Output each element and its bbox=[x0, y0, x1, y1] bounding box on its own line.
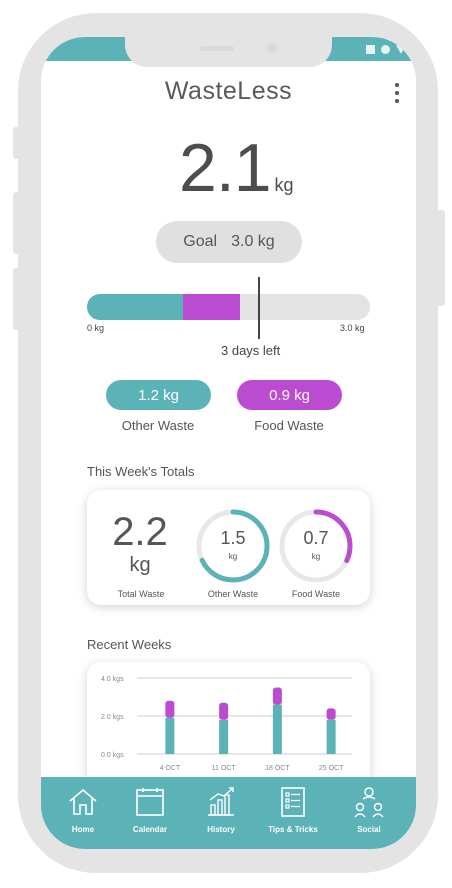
other-waste-caption: Other Waste bbox=[121, 418, 195, 433]
other-waste-pill[interactable]: 1.2 kg bbox=[106, 380, 211, 410]
bar-other-waste bbox=[272, 704, 282, 754]
bar-food-waste bbox=[165, 700, 175, 718]
nav-history-label: History bbox=[207, 825, 235, 834]
recent-weeks-chart: 4.0 kgs 2.0 kgs 0.0 kgs 4 OCT 11 OCT 18 OCT 25… bbox=[101, 676, 352, 772]
food-ring-value: 0.7 bbox=[303, 528, 329, 548]
progress-max-label: 3.0 kg bbox=[340, 323, 365, 333]
more-options-icon[interactable] bbox=[394, 83, 400, 103]
nav-tips-label: Tips & Tricks bbox=[268, 825, 318, 834]
days-left-text: 3 days left bbox=[221, 343, 281, 358]
progress-marker bbox=[258, 277, 260, 339]
status-icons bbox=[366, 43, 406, 55]
bar-other-waste bbox=[219, 719, 229, 754]
other-ring-fill bbox=[196, 509, 270, 583]
food-waste-ring: 0.7 kg bbox=[276, 506, 356, 586]
current-waste: 2.1 kg bbox=[179, 132, 294, 202]
signal-icon bbox=[366, 44, 375, 54]
food-ring-unit: kg bbox=[311, 552, 321, 561]
week-total-unit: kg bbox=[129, 554, 151, 576]
tips-icon bbox=[281, 787, 305, 817]
power-button bbox=[437, 210, 445, 306]
food-waste-caption: Food Waste bbox=[254, 418, 324, 433]
current-waste-value: 2.1 bbox=[179, 130, 272, 206]
chart-x-tick: 4 OCT bbox=[160, 765, 181, 772]
other-ring-unit: kg bbox=[228, 552, 238, 561]
progress-food-segment bbox=[183, 294, 240, 320]
mute-switch bbox=[13, 127, 21, 159]
nav-social-label: Social bbox=[357, 825, 381, 834]
social-icon bbox=[354, 787, 384, 818]
other-ring-value: 1.5 bbox=[220, 528, 246, 548]
volume-down-button bbox=[13, 268, 21, 330]
food-ring-caption: Food Waste bbox=[291, 589, 341, 599]
chart-x-tick: 18 OCT bbox=[265, 765, 290, 772]
week-totals-card[interactable]: 2.2 kg Total Waste 1.5 kg Other Waste 0.… bbox=[87, 490, 370, 605]
nav-tips[interactable]: Tips & Tricks bbox=[263, 785, 323, 845]
nav-calendar-label: Calendar bbox=[132, 825, 168, 834]
app-screen: WasteLess 2.1 kg Goal 3.0 kg 0 kg 3.0 kg… bbox=[41, 37, 416, 849]
volume-up-button bbox=[13, 192, 21, 254]
chart-y-tick: 4.0 kgs bbox=[101, 676, 124, 683]
bar-other-waste bbox=[165, 717, 175, 754]
battery-icon bbox=[396, 44, 406, 54]
history-icon bbox=[208, 787, 234, 816]
notch bbox=[125, 37, 332, 67]
food-waste-pill[interactable]: 0.9 kg bbox=[237, 380, 342, 410]
chart-y-tick: 0.0 kgs bbox=[101, 752, 124, 759]
nav-calendar[interactable]: Calendar bbox=[120, 785, 180, 845]
week-total-caption: Total Waste bbox=[117, 589, 165, 599]
goal-progress-bar bbox=[87, 294, 370, 320]
app-title: WasteLess bbox=[164, 77, 293, 105]
goal-value: 3.0 kg bbox=[231, 233, 275, 250]
chart-x-tick: 11 OCT bbox=[212, 765, 237, 772]
nav-social[interactable]: Social bbox=[339, 785, 399, 845]
chart-x-tick: 25 OCT bbox=[319, 765, 344, 772]
chart-y-tick: 2.0 kgs bbox=[101, 714, 124, 721]
progress-min-label: 0 kg bbox=[87, 323, 105, 333]
bar-food-waste bbox=[219, 702, 229, 720]
progress-other-segment bbox=[87, 294, 184, 320]
bottom-nav: Home Calendar History Tips & Tricks Soci… bbox=[41, 777, 416, 849]
wifi-icon bbox=[381, 44, 390, 54]
other-ring-caption: Other Waste bbox=[207, 589, 259, 599]
goal-label: Goal bbox=[183, 233, 218, 250]
home-icon bbox=[69, 788, 97, 815]
calendar-icon bbox=[136, 788, 164, 816]
bar-food-waste bbox=[326, 708, 336, 720]
other-waste-ring: 1.5 kg bbox=[193, 506, 273, 586]
week-totals-heading: This Week's Totals bbox=[87, 464, 195, 479]
bar-other-waste bbox=[326, 719, 336, 754]
speaker bbox=[200, 46, 234, 51]
current-waste-unit: kg bbox=[274, 175, 294, 195]
bar-food-waste bbox=[272, 687, 282, 705]
goal-pill[interactable]: Goal 3.0 kg bbox=[156, 221, 302, 263]
recent-weeks-card[interactable]: 4.0 kgs 2.0 kgs 0.0 kgs 4 OCT 11 OCT 18 OCT 25… bbox=[87, 662, 370, 792]
food-ring-fill bbox=[279, 509, 353, 583]
week-total-value: 2.2 bbox=[112, 510, 168, 554]
camera bbox=[267, 43, 277, 53]
nav-home-label: Home bbox=[71, 825, 95, 834]
nav-home[interactable]: Home bbox=[53, 785, 113, 845]
nav-history[interactable]: History bbox=[191, 785, 251, 845]
recent-weeks-heading: Recent Weeks bbox=[87, 637, 172, 652]
